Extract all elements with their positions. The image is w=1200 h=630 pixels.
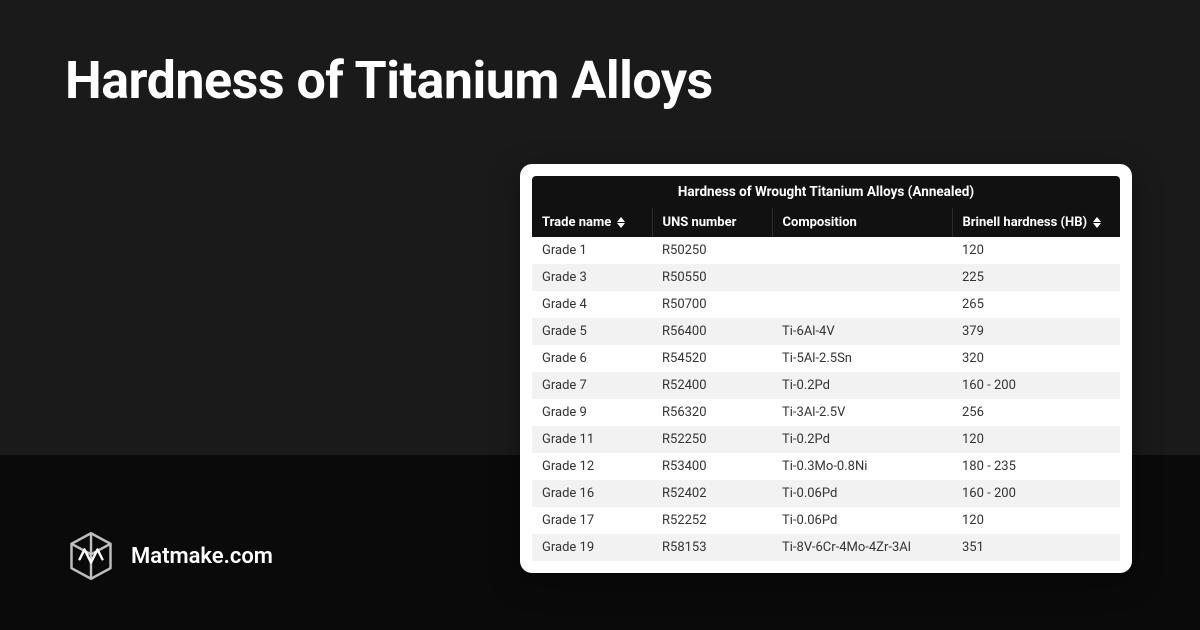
cell-hb: 379	[952, 318, 1120, 345]
cell-trade: Grade 9	[532, 399, 652, 426]
cell-hb: 120	[952, 426, 1120, 453]
sort-icon	[617, 217, 625, 228]
hardness-table-card: Hardness of Wrought Titanium Alloys (Ann…	[520, 164, 1132, 573]
cell-trade: Grade 3	[532, 264, 652, 291]
cell-hb: 256	[952, 399, 1120, 426]
brand: Matmake.com	[65, 530, 273, 582]
table-row: Grade 6R54520Ti-5Al-2.5Sn320	[532, 345, 1120, 372]
cell-hb: 160 - 200	[952, 372, 1120, 399]
cell-hb: 265	[952, 291, 1120, 318]
cell-uns: R52400	[652, 372, 772, 399]
cell-comp: Ti-5Al-2.5Sn	[772, 345, 952, 372]
brand-name: Matmake.com	[131, 544, 273, 569]
cell-uns: R50700	[652, 291, 772, 318]
cell-hb: 160 - 200	[952, 480, 1120, 507]
cell-comp: Ti-0.3Mo-0.8Ni	[772, 453, 952, 480]
cell-comp: Ti-0.06Pd	[772, 507, 952, 534]
cell-hb: 351	[952, 534, 1120, 561]
cell-comp: Ti-8V-6Cr-4Mo-4Zr-3Al	[772, 534, 952, 561]
table-caption: Hardness of Wrought Titanium Alloys (Ann…	[532, 176, 1120, 208]
cell-comp: Ti-0.2Pd	[772, 372, 952, 399]
table-row: Grade 7R52400Ti-0.2Pd160 - 200	[532, 372, 1120, 399]
col-header-composition: Composition	[772, 208, 952, 237]
table-row: Grade 1R50250 120	[532, 237, 1120, 264]
cell-hb: 320	[952, 345, 1120, 372]
col-header-uns-number: UNS number	[652, 208, 772, 237]
cell-comp: Ti-0.2Pd	[772, 426, 952, 453]
table-row: Grade 4R50700 265	[532, 291, 1120, 318]
cell-comp: Ti-6Al-4V	[772, 318, 952, 345]
table-row: Grade 17R52252Ti-0.06Pd120	[532, 507, 1120, 534]
cell-comp: Ti-3Al-2.5V	[772, 399, 952, 426]
table-row: Grade 11R52250Ti-0.2Pd120	[532, 426, 1120, 453]
cell-uns: R52402	[652, 480, 772, 507]
cell-trade: Grade 16	[532, 480, 652, 507]
cell-trade: Grade 12	[532, 453, 652, 480]
cell-uns: R58153	[652, 534, 772, 561]
table-header-row: Trade name UNS number Composition Br	[532, 208, 1120, 237]
cell-uns: R54520	[652, 345, 772, 372]
cell-comp	[772, 237, 952, 264]
cell-uns: R52252	[652, 507, 772, 534]
table-row: Grade 9R56320Ti-3Al-2.5V256	[532, 399, 1120, 426]
col-label: UNS number	[663, 215, 737, 230]
cell-trade: Grade 1	[532, 237, 652, 264]
cell-hb: 180 - 235	[952, 453, 1120, 480]
cell-trade: Grade 4	[532, 291, 652, 318]
col-label: Trade name	[542, 215, 611, 230]
col-header-brinell-hardness[interactable]: Brinell hardness (HB)	[952, 208, 1120, 237]
cell-uns: R56400	[652, 318, 772, 345]
cell-trade: Grade 5	[532, 318, 652, 345]
table-row: Grade 3R50550 225	[532, 264, 1120, 291]
hardness-table: Hardness of Wrought Titanium Alloys (Ann…	[532, 176, 1120, 561]
cell-uns: R50550	[652, 264, 772, 291]
cell-trade: Grade 11	[532, 426, 652, 453]
cell-hb: 225	[952, 264, 1120, 291]
cell-hb: 120	[952, 507, 1120, 534]
cell-uns: R53400	[652, 453, 772, 480]
cell-uns: R50250	[652, 237, 772, 264]
table-body: Grade 1R50250120Grade 3R50550225Grade 4R…	[532, 237, 1120, 561]
cell-comp: Ti-0.06Pd	[772, 480, 952, 507]
table-row: Grade 12R53400Ti-0.3Mo-0.8Ni180 - 235	[532, 453, 1120, 480]
col-label: Composition	[783, 215, 857, 230]
cell-trade: Grade 7	[532, 372, 652, 399]
cell-comp	[772, 291, 952, 318]
page-title: Hardness of Titanium Alloys	[65, 50, 713, 111]
table-row: Grade 5R56400Ti-6Al-4V379	[532, 318, 1120, 345]
sort-icon	[1093, 217, 1101, 228]
cell-uns: R56320	[652, 399, 772, 426]
col-header-trade-name[interactable]: Trade name	[532, 208, 652, 237]
col-label: Brinell hardness (HB)	[963, 215, 1088, 230]
cell-uns: R52250	[652, 426, 772, 453]
table-row: Grade 19R58153Ti-8V-6Cr-4Mo-4Zr-3Al351	[532, 534, 1120, 561]
cell-trade: Grade 19	[532, 534, 652, 561]
cell-trade: Grade 17	[532, 507, 652, 534]
cell-comp	[772, 264, 952, 291]
brand-logo-icon	[65, 530, 117, 582]
cell-trade: Grade 6	[532, 345, 652, 372]
cell-hb: 120	[952, 237, 1120, 264]
table-row: Grade 16R52402Ti-0.06Pd160 - 200	[532, 480, 1120, 507]
